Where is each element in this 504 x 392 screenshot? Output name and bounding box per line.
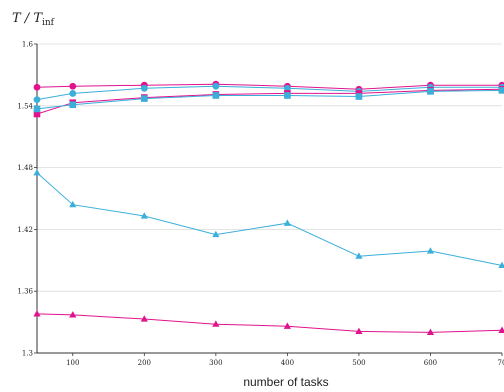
- x-tick-label: 100: [66, 359, 79, 367]
- y-tick-label: 1.54: [17, 102, 33, 110]
- x-tick-label: 400: [281, 359, 294, 367]
- data-point-square: [427, 88, 434, 95]
- data-point-square: [33, 110, 41, 118]
- data-point-triangle: [69, 200, 77, 208]
- data-point-triangle: [355, 252, 363, 259]
- series-6: [33, 310, 504, 335]
- data-point-triangle: [33, 310, 41, 317]
- y-tick-label: 1.42: [17, 226, 33, 234]
- data-point-circle: [33, 96, 41, 104]
- data-point-circle: [212, 82, 220, 90]
- data-point-triangle: [283, 322, 291, 329]
- x-tick-label: 200: [138, 359, 151, 367]
- series-4: [33, 87, 504, 113]
- series-line: [36, 172, 503, 266]
- data-point-circle: [69, 90, 77, 97]
- data-point-triangle: [426, 328, 435, 335]
- data-point-square: [355, 93, 363, 100]
- x-tick-label: 70: [498, 359, 504, 367]
- data-point-triangle: [140, 315, 148, 322]
- axes: 1.3 1.36 1.42 1.48 1.54 1.6 100 200 300 400 500 600…: [17, 41, 504, 368]
- data-point-triangle: [33, 168, 41, 176]
- data-point-triangle: [212, 230, 220, 238]
- data-point-square: [498, 87, 504, 94]
- data-point-triangle: [498, 326, 504, 333]
- x-tick-label: 500: [352, 359, 365, 367]
- data-point-triangle: [426, 247, 435, 254]
- data-point-triangle: [498, 261, 504, 269]
- data-point-triangle: [355, 327, 363, 334]
- series-line: [36, 313, 503, 333]
- series-line: [36, 89, 503, 110]
- x-tick-label: 600: [424, 359, 437, 367]
- data-point-circle: [69, 82, 77, 90]
- data-point-triangle: [283, 219, 291, 226]
- y-tick-label: 1.36: [17, 288, 33, 296]
- series-layer: [33, 80, 504, 335]
- data-point-square: [141, 95, 148, 102]
- data-point-square: [69, 101, 77, 109]
- x-axis-title: number of tasks: [243, 375, 328, 389]
- data-point-square: [212, 92, 220, 99]
- x-tick-label: 300: [209, 359, 222, 367]
- data-point-triangle: [140, 212, 148, 219]
- data-point-circle: [33, 83, 41, 91]
- y-axis-title: T / Tinf: [12, 11, 55, 28]
- series-line: [36, 85, 502, 101]
- data-point-circle: [283, 84, 291, 92]
- y-axis-title-main: T / T: [12, 11, 43, 26]
- y-tick-label: 1.48: [17, 164, 33, 172]
- series-line: [36, 88, 503, 115]
- data-point-circle: [140, 84, 148, 92]
- data-point-square: [284, 92, 291, 99]
- series-5: [33, 168, 504, 269]
- data-point-square: [33, 105, 41, 113]
- y-axis-title-subscript: inf: [42, 18, 55, 28]
- y-tick-label: 1.6: [22, 41, 34, 49]
- data-point-triangle: [69, 311, 77, 318]
- series-line: [36, 83, 502, 90]
- y-tick-label: 1.3: [22, 350, 33, 358]
- data-point-triangle: [212, 320, 220, 327]
